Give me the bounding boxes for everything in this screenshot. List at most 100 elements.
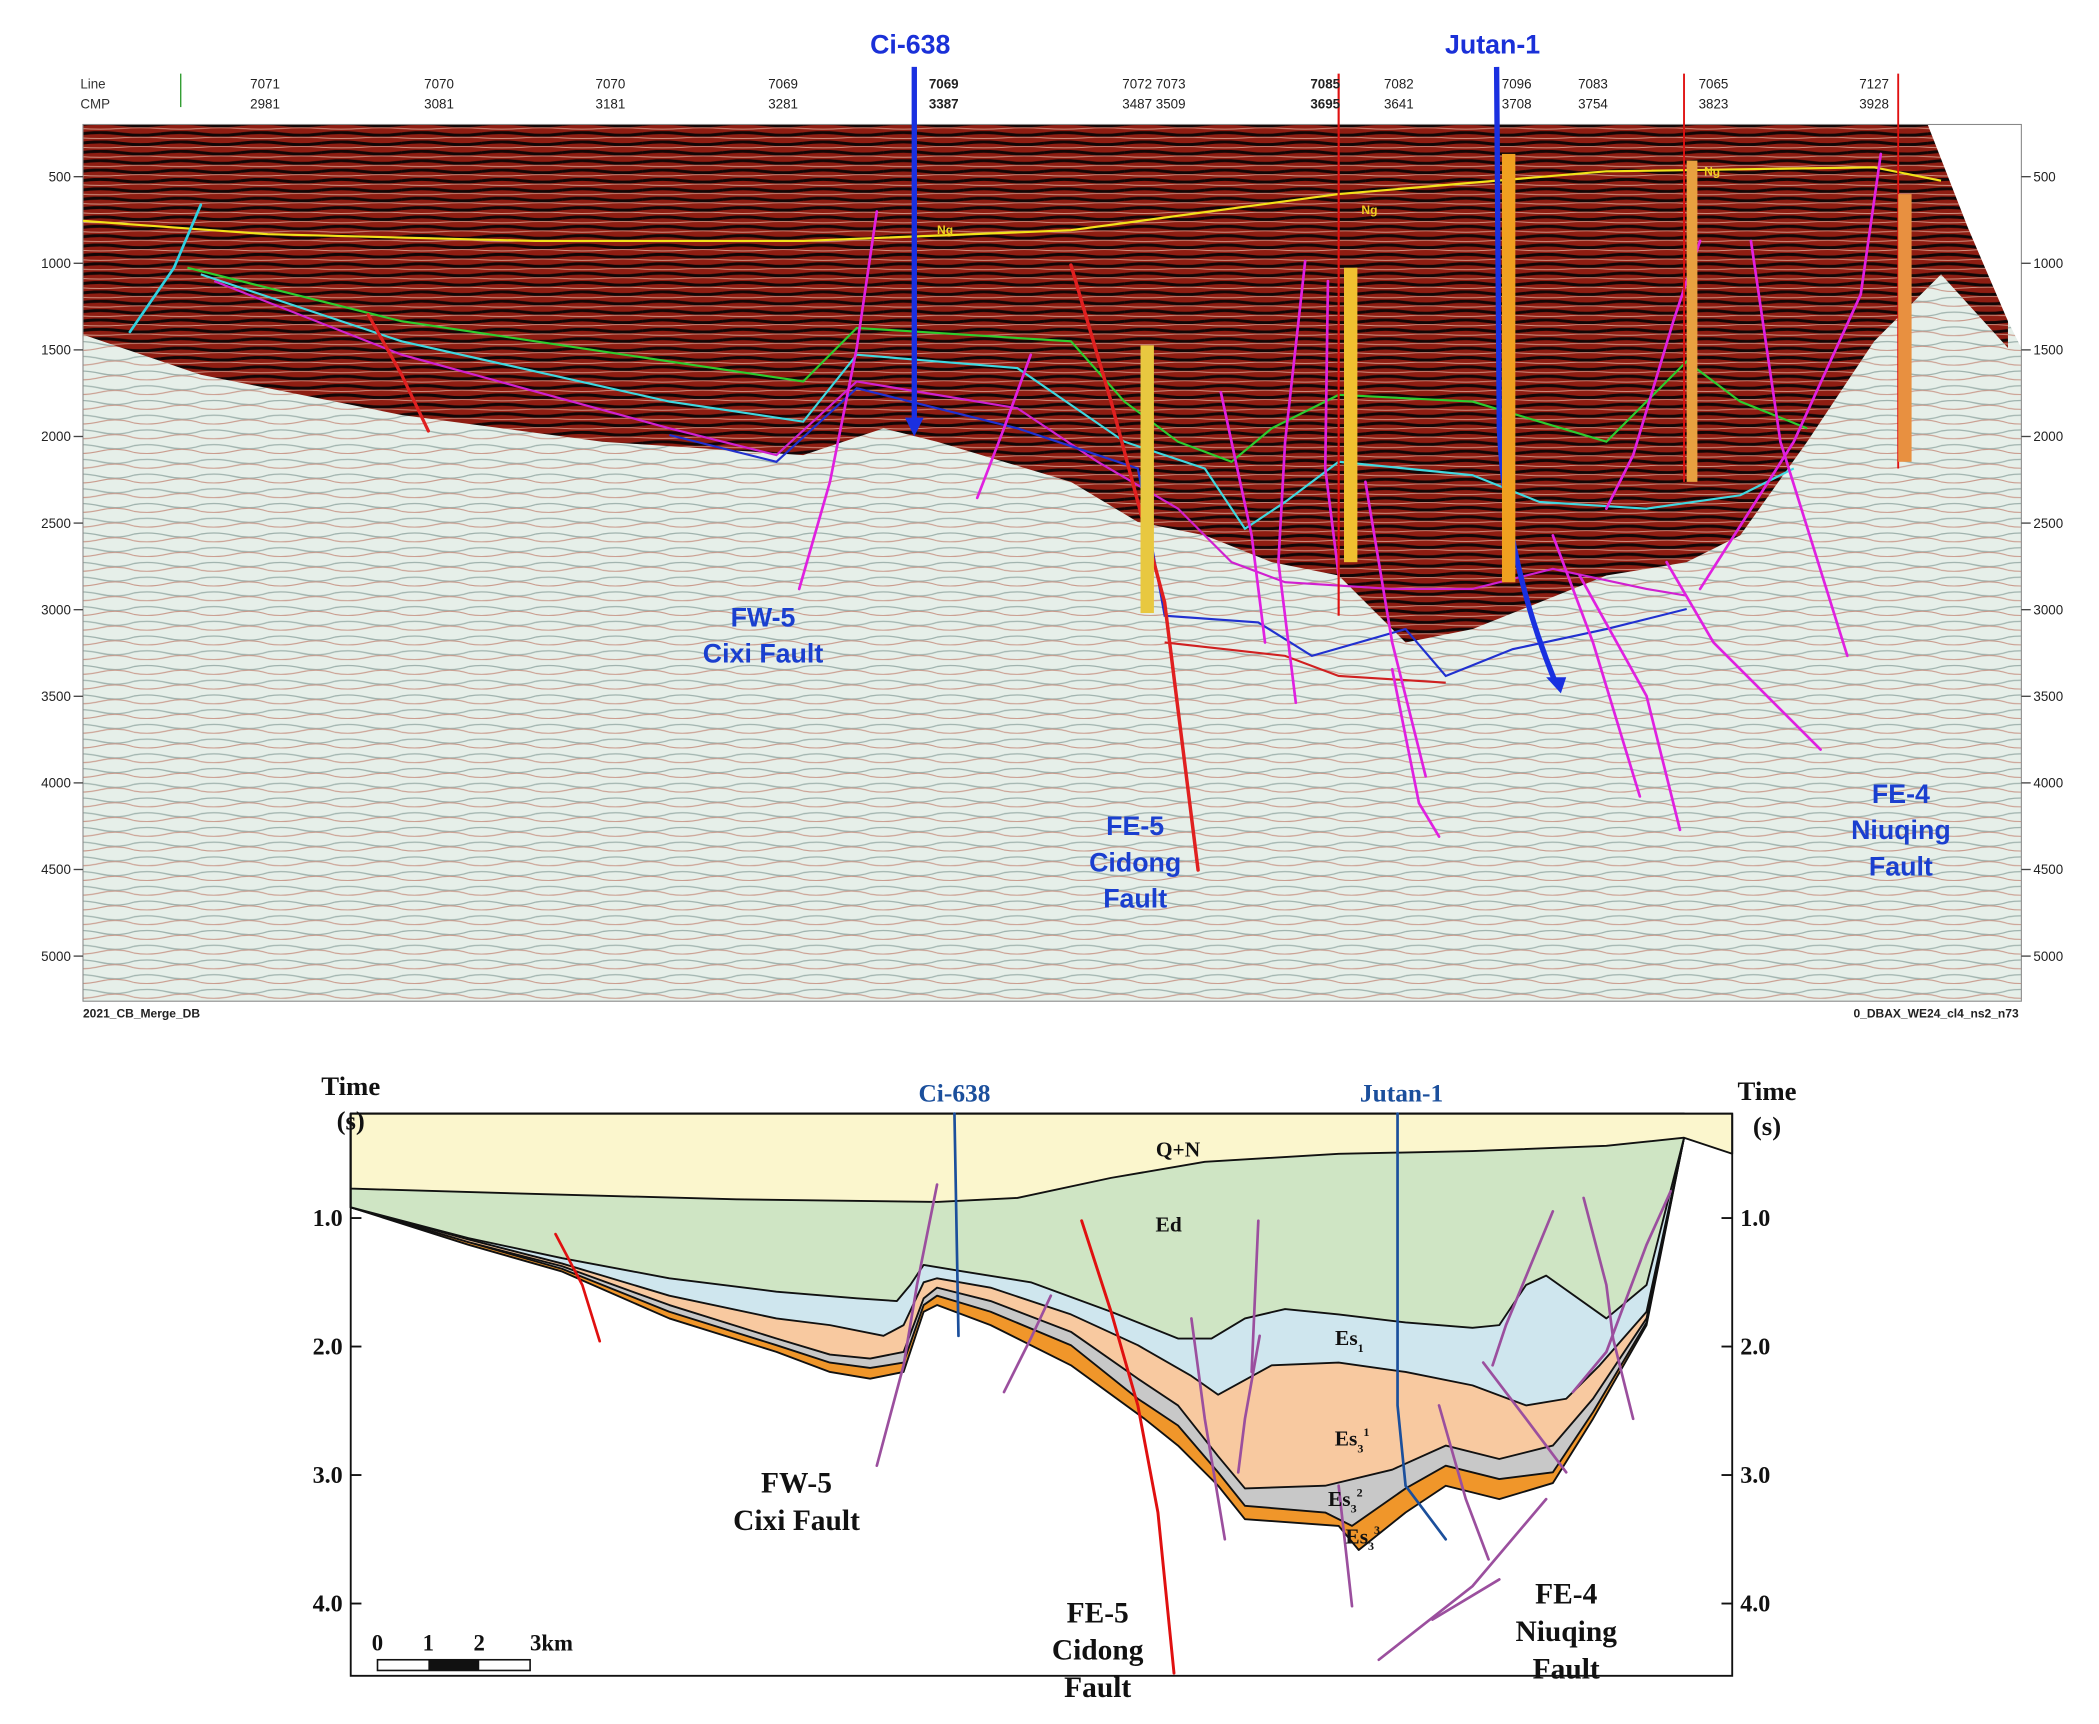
cmp-number: 3181 <box>596 96 626 111</box>
time-tick-label: 3000 <box>2033 602 2063 617</box>
time-tick-label: 2000 <box>41 429 71 444</box>
fault <box>797 210 879 591</box>
cmp-number: 3708 <box>1502 96 1532 111</box>
fault <box>1337 1484 1354 1608</box>
fault <box>1069 263 1200 872</box>
fault <box>128 203 203 334</box>
time-tick-label: 1000 <box>41 256 71 271</box>
layer-label: Ed <box>1156 1212 1182 1236</box>
line-number: 7070 <box>424 76 454 91</box>
time-tick-label: 3500 <box>2033 689 2063 704</box>
fault <box>1080 1219 1176 1675</box>
time-tick-label: 500 <box>49 169 71 184</box>
time-tick-label: 2500 <box>2033 516 2063 531</box>
fault <box>1551 534 1642 798</box>
well-log <box>1344 267 1358 563</box>
fault-label: FE-4 <box>1535 1579 1597 1611</box>
fault-label: Cixi Fault <box>733 1505 860 1537</box>
fault <box>1377 1497 1548 1662</box>
axis-title: (s) <box>337 1106 365 1136</box>
scale-label: 3km <box>530 1630 573 1655</box>
layer-label: Es31 <box>1335 1425 1370 1455</box>
time-tick-label: 5000 <box>41 949 71 964</box>
line-number: 7070 <box>596 76 626 91</box>
horizon-tag: Ng <box>1361 203 1377 217</box>
cmp-number: 3754 <box>1578 96 1608 111</box>
layer-name: Ed <box>1156 1212 1182 1236</box>
layer-name: Q+N <box>1156 1137 1201 1161</box>
horizon <box>669 386 1687 678</box>
fault <box>1665 560 1822 751</box>
cmp-number: 3387 <box>929 96 959 111</box>
well-log <box>1140 345 1154 614</box>
layer-subscript: 3 <box>1351 1502 1357 1516</box>
line-number: 7085 <box>1310 76 1340 91</box>
time-tick-label: 4.0 <box>313 1592 343 1618</box>
layer-name: Es <box>1335 1326 1358 1350</box>
layer-name: Es <box>1345 1524 1368 1548</box>
fault <box>1481 1361 1568 1474</box>
horizon <box>1164 641 1446 684</box>
fault-label: Fault <box>1064 1672 1131 1704</box>
fault-label: Cidong <box>1052 1635 1144 1667</box>
fault <box>1236 1334 1262 1474</box>
fault <box>1190 1317 1227 1541</box>
time-tick-label: 1500 <box>41 343 71 358</box>
fault-label: FE-4 <box>1872 779 1930 809</box>
fault <box>554 1232 602 1343</box>
cmp-number: 3928 <box>1859 96 1889 111</box>
section-frame <box>349 1112 1734 1677</box>
time-tick-label: 2000 <box>2033 429 2063 444</box>
fault-label: FW-5 <box>761 1467 832 1499</box>
time-tick-label: 3500 <box>41 689 71 704</box>
layer-subscript: 1 <box>1358 1341 1364 1355</box>
cmp-number: 3281 <box>768 96 798 111</box>
horizon <box>82 166 1942 243</box>
time-tick-label: 1.0 <box>1740 1206 1770 1232</box>
scale-label: 1 <box>423 1630 434 1655</box>
time-tick-label: 5000 <box>2033 949 2063 964</box>
well-label: Jutan-1 <box>1360 1079 1443 1108</box>
time-tick-label: 4000 <box>2033 776 2063 791</box>
line-number: 7069 <box>929 76 959 91</box>
well-arrow <box>1546 677 1567 694</box>
well-label: Jutan-1 <box>1445 30 1540 60</box>
fault <box>1323 279 1340 577</box>
fault <box>1571 1189 1672 1394</box>
cmp-number: 3641 <box>1384 96 1414 111</box>
scale-bar <box>376 1658 531 1672</box>
time-tick-label: 2.0 <box>1740 1335 1770 1361</box>
time-tick-label: 2500 <box>41 516 71 531</box>
layer-label: Es32 <box>1328 1485 1363 1515</box>
horizon <box>187 266 1808 464</box>
footer-label: 0_DBAX_WE24_cl4_ns2_n73 <box>1853 1006 2019 1020</box>
time-tick-label: 4500 <box>41 862 71 877</box>
well-track <box>1396 1112 1448 1541</box>
time-tick-label: 3.0 <box>1740 1463 1770 1489</box>
seismic-frame <box>82 123 2022 1002</box>
well-track <box>953 1112 960 1338</box>
cmp-number: 3695 <box>1310 96 1340 111</box>
well-log <box>1501 153 1516 583</box>
layer-label: Q+N <box>1156 1137 1201 1161</box>
cmp-number: 3487 3509 <box>1122 96 1185 111</box>
axis-title: Time <box>321 1071 380 1101</box>
scale-bar-segment <box>428 1659 480 1671</box>
well-label: Ci-638 <box>870 30 950 60</box>
layer-label: Es33 <box>1345 1523 1380 1553</box>
well-arrow <box>904 417 924 437</box>
horizons <box>82 166 1942 684</box>
layer-superscript: 2 <box>1357 1485 1363 1499</box>
line-number: 7127 <box>1859 76 1889 91</box>
seismic-shallow <box>82 124 2008 643</box>
fault <box>1002 1294 1053 1394</box>
fault <box>1437 1404 1490 1561</box>
line-number: 7096 <box>1502 76 1532 91</box>
header-label: Line <box>80 76 105 91</box>
cmp-number: 2981 <box>250 96 280 111</box>
header-label: CMP <box>80 96 110 111</box>
layer-superscript: 3 <box>1374 1523 1380 1537</box>
scale-label: 0 <box>372 1630 383 1655</box>
fault-label: FE-5 <box>1067 1597 1129 1629</box>
fault <box>1250 1219 1260 1374</box>
